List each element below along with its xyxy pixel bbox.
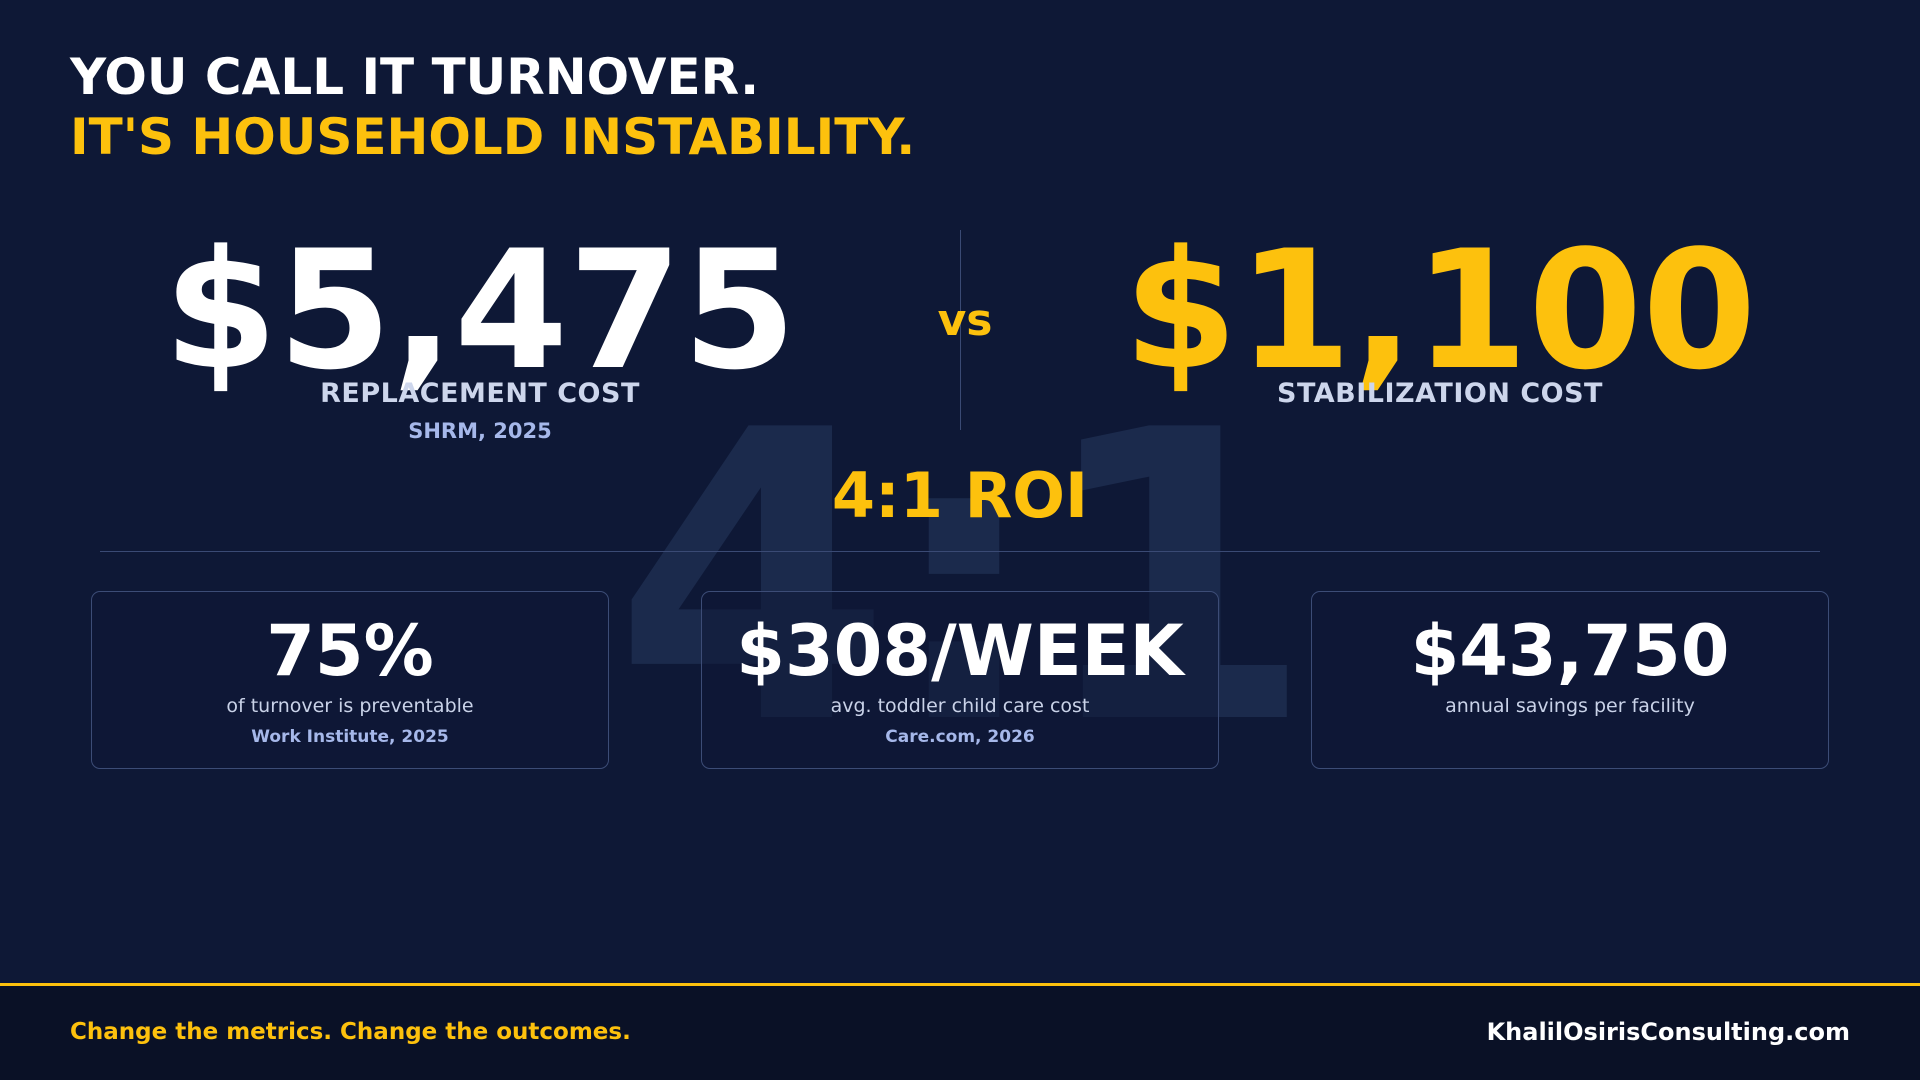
headline-line-2: IT'S HOUSEHOLD INSTABILITY. (70, 108, 916, 166)
stat-value: 75% (266, 610, 434, 692)
roi-label: 4:1 ROI (831, 459, 1089, 532)
stat-description: of turnover is preventable (226, 695, 474, 717)
footer-bar: Change the metrics. Change the outcomes.… (0, 983, 1920, 1080)
stat-card-preventable: 75% of turnover is preventable Work Inst… (91, 591, 609, 769)
replacement-cost-source: SHRM, 2025 (408, 419, 552, 443)
stat-source: Work Institute, 2025 (251, 727, 449, 747)
footer-website-link[interactable]: KhalilOsirisConsulting.com (1486, 1018, 1850, 1046)
footer-tagline: Change the metrics. Change the outcomes. (70, 1019, 631, 1045)
stat-description: annual savings per facility (1445, 695, 1695, 717)
vs-label: vs (937, 295, 993, 346)
stabilization-cost-value: $1,100 (1123, 215, 1757, 406)
vs-divider (960, 230, 961, 430)
replacement-cost-block: $5,475 REPLACEMENT COST SHRM, 2025 (120, 226, 840, 444)
replacement-cost-label: REPLACEMENT COST (320, 378, 640, 409)
section-divider (100, 551, 1820, 552)
stat-card-savings: $43,750 annual savings per facility (1311, 591, 1829, 769)
stabilization-cost-block: $1,100 STABILIZATION COST (1080, 226, 1800, 410)
replacement-cost-value: $5,475 (163, 215, 797, 406)
headline: YOU CALL IT TURNOVER. IT'S HOUSEHOLD INS… (70, 48, 915, 166)
stat-card-childcare: $308/WEEK avg. toddler child care cost C… (701, 591, 1219, 769)
stabilization-cost-label: STABILIZATION COST (1277, 378, 1603, 409)
stat-description: avg. toddler child care cost (830, 695, 1090, 717)
headline-line-1: YOU CALL IT TURNOVER. (70, 48, 760, 106)
stat-value: $43,750 (1410, 610, 1730, 692)
stat-source: Care.com, 2026 (885, 727, 1035, 747)
stat-value: $308/WEEK (736, 610, 1184, 692)
